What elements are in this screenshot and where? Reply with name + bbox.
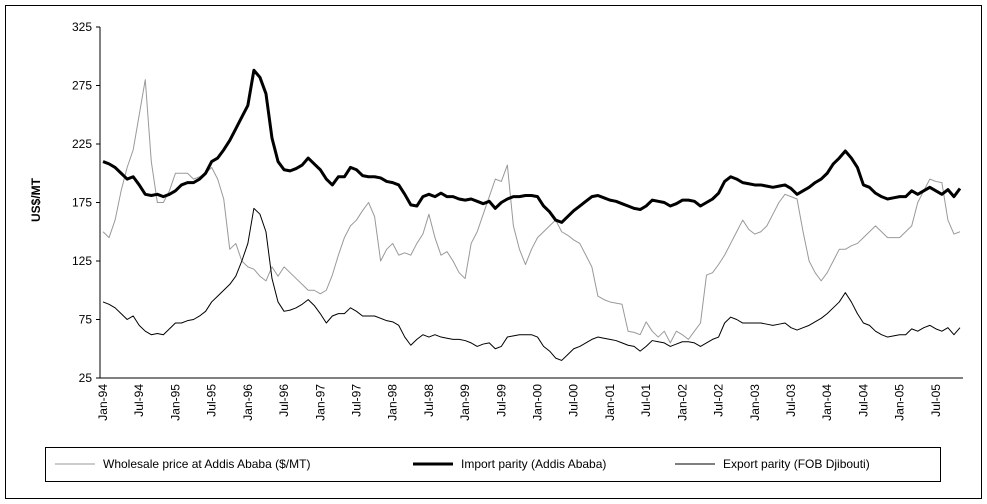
x-tick-label: Jan-05 bbox=[893, 384, 907, 421]
x-tick-label: Jan-01 bbox=[603, 384, 617, 421]
x-tick-label: Jul-96 bbox=[277, 384, 291, 417]
x-tick-label: Jan-00 bbox=[531, 384, 545, 421]
x-tick-label: Jul-97 bbox=[349, 384, 363, 417]
y-tick-label: 175 bbox=[72, 196, 92, 210]
x-tick-label: Jul-01 bbox=[639, 384, 653, 417]
y-tick-label: 225 bbox=[72, 137, 92, 151]
x-tick-label: Jul-00 bbox=[567, 384, 581, 417]
x-tick-label: Jan-02 bbox=[675, 384, 689, 421]
y-tick-label: 125 bbox=[72, 254, 92, 268]
legend-label: Import parity (Addis Ababa) bbox=[461, 457, 606, 471]
x-tick-label: Jul-03 bbox=[784, 384, 798, 417]
x-tick-label: Jul-04 bbox=[856, 384, 870, 417]
legend-label: Export parity (FOB Djibouti) bbox=[723, 457, 870, 471]
chart-border bbox=[5, 5, 982, 499]
legend bbox=[45, 447, 941, 482]
x-tick-label: Jan-95 bbox=[168, 384, 182, 421]
x-tick-label: Jan-04 bbox=[820, 384, 834, 421]
y-tick-label: 275 bbox=[72, 79, 92, 93]
x-tick-label: Jan-03 bbox=[748, 384, 762, 421]
legend-label: Wholesale price at Addis Ababa ($/MT) bbox=[103, 457, 310, 471]
x-tick-label: Jul-05 bbox=[929, 384, 943, 417]
series-line bbox=[102, 207, 961, 361]
x-tick-label: Jan-94 bbox=[96, 384, 110, 421]
x-tick-label: Jan-99 bbox=[458, 384, 472, 421]
x-tick-label: Jan-98 bbox=[386, 384, 400, 421]
x-tick-label: Jan-97 bbox=[313, 384, 327, 421]
x-tick-label: Jul-02 bbox=[712, 384, 726, 417]
y-axis-label: US$/MT bbox=[29, 177, 43, 222]
y-tick-label: 325 bbox=[72, 20, 92, 34]
series-line bbox=[102, 79, 961, 344]
x-tick-label: Jul-98 bbox=[422, 384, 436, 417]
x-tick-label: Jan-96 bbox=[241, 384, 255, 421]
x-tick-label: Jul-95 bbox=[205, 384, 219, 417]
series-line bbox=[102, 68, 962, 224]
y-tick-label: 75 bbox=[79, 313, 93, 327]
y-tick-label: 25 bbox=[79, 371, 93, 385]
x-tick-label: Jul-94 bbox=[132, 384, 146, 417]
x-tick-label: Jul-99 bbox=[494, 384, 508, 417]
